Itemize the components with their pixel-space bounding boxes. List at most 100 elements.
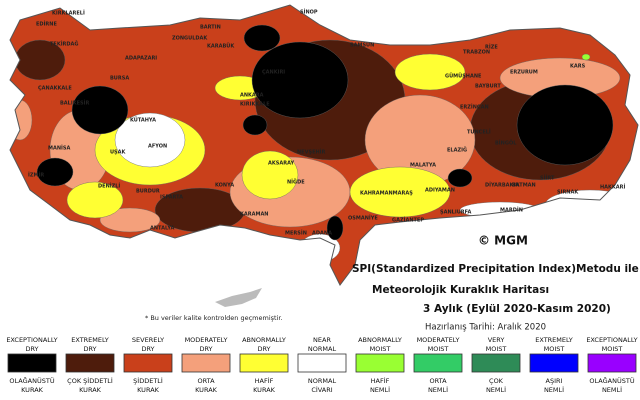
drought-region (581, 53, 591, 61)
legend-label: KURAK (137, 386, 160, 394)
legend-label: CİVARI (311, 385, 332, 394)
legend-label: MOIST (428, 345, 449, 353)
city-label: GÜMÜŞHANE (445, 73, 482, 80)
city-label: KÜTAHYA (130, 117, 156, 124)
cyprus (215, 288, 262, 307)
city-label: SİNOP (300, 9, 318, 16)
city-label: KIRKLARELİ (52, 10, 85, 17)
city-label: KARABÜK (207, 43, 235, 50)
legend-label: MODERATELY (185, 336, 228, 344)
drought-region (243, 24, 281, 52)
city-label: SAMSUN (350, 43, 374, 49)
city-label: MALATYA (410, 163, 436, 169)
legend-label: ORTA (429, 377, 447, 385)
copyright: © MGM (478, 234, 528, 248)
city-label: ŞIRNAK (557, 190, 579, 196)
city-label: EDİRNE (36, 21, 57, 28)
legend-label: KURAK (21, 386, 44, 394)
prepared-date: Hazırlanış Tarihi: Aralık 2020 (425, 323, 546, 333)
legend-label: HAFİF (255, 376, 274, 385)
legend-label: ABNORMALLY (358, 336, 402, 344)
legend: EXCEPTIONALLYDRYOLAĞANÜSTÜKURAKEXTREMELY… (6, 336, 637, 394)
drought-region (394, 53, 466, 91)
legend-label: EXTREMELY (535, 336, 573, 344)
city-label: ANKARA (240, 93, 264, 99)
drought-region (326, 215, 344, 241)
city-label: SİİRT (540, 175, 555, 182)
drought-region (10, 99, 33, 141)
drought-region (251, 41, 349, 119)
city-label: ADANA (312, 231, 332, 237)
legend-label: NORMAL (308, 345, 337, 353)
legend-label: NEMLİ (370, 385, 390, 394)
city-label: ELAZIĞ (447, 147, 467, 154)
legend-swatch (65, 353, 115, 373)
legend-label: EXCEPTIONALLY (586, 336, 637, 344)
legend-label: NEMLİ (486, 385, 506, 394)
city-label: BATMAN (512, 183, 536, 189)
legend-label: OLAĞANÜSTÜ (9, 376, 54, 385)
city-label: UŞAK (110, 150, 127, 156)
legend-swatch (529, 353, 579, 373)
city-label: NİĞDE (287, 179, 305, 186)
city-label: DENİZLİ (98, 183, 120, 190)
legend-label: MOIST (486, 345, 507, 353)
legend-swatch (355, 353, 405, 373)
city-label: KIRIKKALE (240, 102, 270, 108)
city-label: OSMANİYE (348, 215, 378, 222)
city-label: İZMİR (28, 172, 44, 179)
city-label: TEKİRDAĞ (50, 41, 79, 48)
drought-region (36, 157, 74, 187)
drought-region (516, 84, 614, 166)
legend-label: EXCEPTIONALLY (6, 336, 57, 344)
city-label: ADAPAZARI (125, 56, 157, 62)
legend-label: KURAK (195, 386, 218, 394)
legend-label: NEMLİ (428, 385, 448, 394)
city-label: GAZİANTEP (392, 217, 424, 224)
legend-label: ORTA (197, 377, 215, 385)
legend-swatch (7, 353, 57, 373)
legend-label: HAFİF (371, 376, 390, 385)
legend-label: ÇOK (489, 377, 504, 385)
legend-label: DRY (199, 345, 212, 353)
legend-label: DRY (141, 345, 154, 353)
drought-region (349, 166, 451, 218)
city-label: ŞANLIURFA (440, 210, 471, 216)
legend-label: ABNORMALLY (242, 336, 286, 344)
legend-label: OLAĞANÜSTÜ (589, 376, 634, 385)
city-label: MARDİN (500, 207, 523, 214)
city-label: TRABZON (463, 50, 490, 56)
drought-region (71, 85, 129, 135)
legend-label: KURAK (253, 386, 276, 394)
drought-region (99, 207, 161, 233)
city-label: BİNGÖL (495, 140, 517, 147)
legend-swatch (123, 353, 173, 373)
legend-label: NEMLİ (544, 385, 564, 394)
city-label: DİYARBAKIR (485, 182, 519, 189)
city-label: ADIYAMAN (425, 188, 455, 194)
city-label: MERSİN (285, 230, 307, 237)
note: * Bu veriler kalite kontrolden geçmemişt… (145, 314, 283, 322)
city-label: KARS (570, 64, 586, 70)
city-label: BALIKESİR (60, 100, 89, 107)
country-border (9, 4, 639, 286)
city-label: HAKKARİ (600, 184, 626, 191)
city-label: ERZURUM (510, 70, 538, 76)
title-line: SPI(Standardized Precipitation Index)Met… (352, 263, 639, 275)
drought-region (242, 114, 268, 136)
city-label: KONYA (215, 183, 234, 189)
legend-label: VERY (488, 336, 505, 344)
legend-swatch (181, 353, 231, 373)
legend-label: SEVERELY (132, 336, 164, 344)
drought-region (241, 150, 299, 200)
city-label: AKSARAY (268, 161, 294, 167)
legend-label: AŞIRI (546, 377, 563, 385)
legend-label: EXTREMELY (71, 336, 109, 344)
legend-label: NEMLİ (602, 385, 622, 394)
title-line: Meteorolojik Kuraklık Haritası (372, 284, 549, 296)
drought-region (447, 168, 473, 188)
city-label: ZONGULDAK (172, 36, 208, 42)
city-label: ISPARTA (160, 195, 183, 201)
city-label: ERZİNCAN (460, 104, 489, 111)
city-label: BURSA (110, 76, 129, 82)
